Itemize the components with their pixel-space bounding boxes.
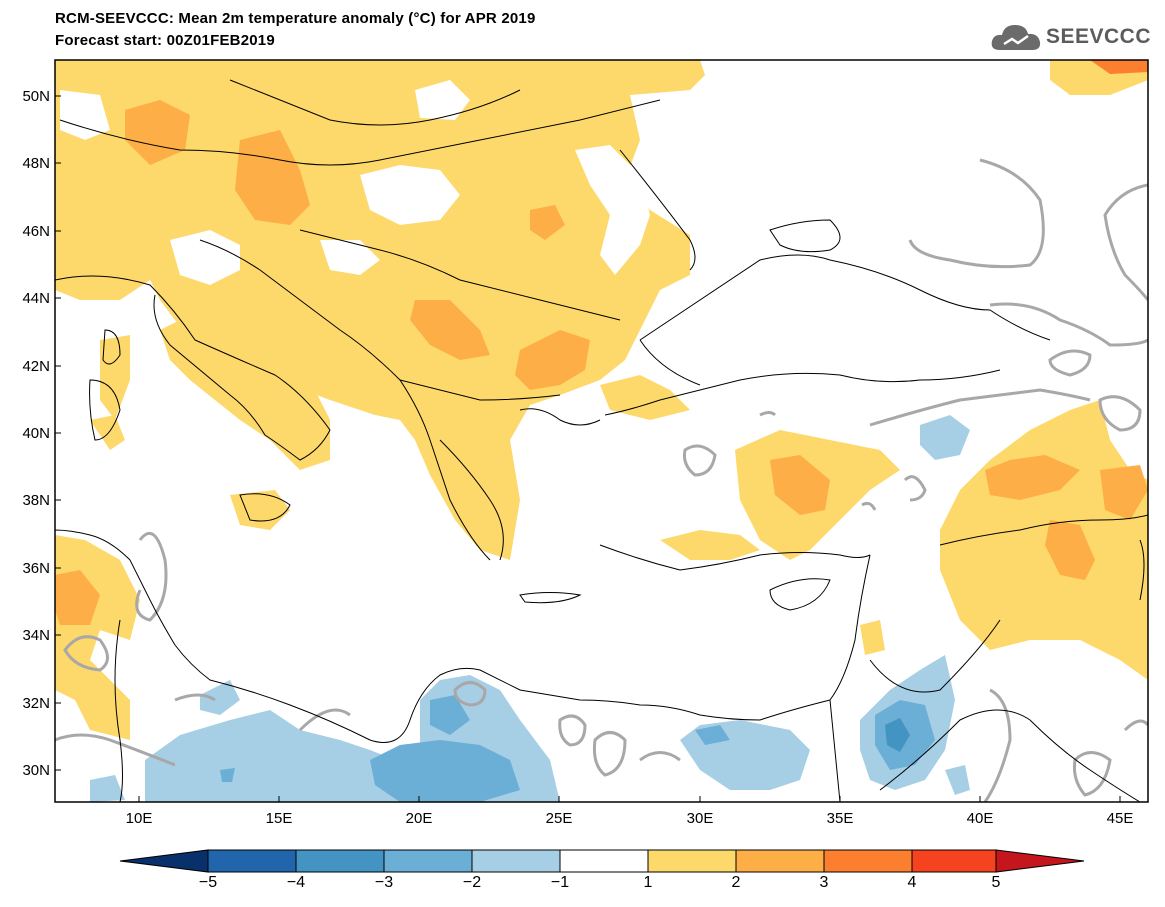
colorbar-label: −3 (374, 874, 394, 891)
lat-tick-label: 32N (22, 695, 50, 712)
cool-region-algeria (90, 775, 125, 802)
warm2-region-east-iran (1100, 465, 1148, 520)
warm-region-levant (860, 620, 885, 655)
cool-region-turkey-east (920, 415, 970, 460)
colorbar-segment (647, 849, 737, 873)
colorbar-segment (559, 849, 649, 873)
forecast-start-label: Forecast start: 00Z01FEB2019 (55, 32, 275, 49)
colorbar-segment (383, 849, 473, 873)
lon-tick-label: 10E (126, 810, 153, 827)
zero-contours (55, 158, 1148, 802)
coastlines (55, 79, 1148, 802)
lon-tick-label: 35E (827, 810, 854, 827)
warm3-region-ne (1090, 60, 1148, 74)
colorbar (119, 849, 1085, 873)
colorbar-segment (207, 849, 297, 873)
lon-tick-label: 25E (546, 810, 573, 827)
lat-axis: 50N 48N 46N 44N 42N 40N 38N 36N 34N 32N … (22, 88, 61, 779)
colorbar-label: 3 (819, 874, 829, 891)
lat-tick-label: 50N (22, 88, 50, 105)
cool-region-saudi (945, 765, 970, 795)
colorbar-label: 1 (643, 874, 653, 891)
colorbar-segment (471, 849, 561, 873)
cool2-region-libya (370, 740, 520, 802)
map-title: RCM-SEEVCCC: Mean 2m temperature anomaly… (55, 10, 536, 27)
warm2-region-tunisia (55, 570, 100, 625)
warm-region-algeria-small (90, 415, 125, 450)
warm-region-sardinia (100, 335, 130, 420)
warm2-region-serbia (410, 300, 490, 360)
lat-tick-label: 48N (22, 155, 50, 172)
warm2-region-anatolia (770, 455, 830, 515)
colorbar-label: −4 (286, 874, 306, 891)
colorbar-label: −1 (550, 874, 570, 891)
colorbar-segment (735, 849, 825, 873)
lon-tick-label: 20E (406, 810, 433, 827)
lon-tick-label: 15E (266, 810, 293, 827)
colorbar-segment (823, 849, 913, 873)
neutral-hole-ukraine (575, 145, 650, 275)
map-frame (54, 59, 1149, 803)
neutral-hole-adriatic (170, 230, 240, 285)
lat-tick-label: 40N (22, 425, 50, 442)
neutral-hole-hungary (360, 165, 460, 225)
cool2-region-egypt (695, 725, 730, 745)
colorbar-label: −5 (198, 874, 218, 891)
colorbar-label: 2 (731, 874, 741, 891)
warm2-region-iraq (1045, 520, 1095, 580)
lat-tick-label: 38N (22, 492, 50, 509)
colorbar-label: 4 (907, 874, 917, 891)
lat-tick-label: 34N (22, 627, 50, 644)
lon-tick-label: 45E (1107, 810, 1134, 827)
cool3-region-jordan (885, 718, 910, 752)
warm-region-middle-east (940, 170, 1148, 680)
warm2-region-bulgaria (515, 330, 590, 390)
neutral-hole-germany (60, 90, 110, 140)
cool2-region-cyrenaica (430, 695, 470, 735)
lon-tick-label: 30E (687, 810, 714, 827)
logo-text: SEEVCCC (1045, 25, 1151, 48)
seevccc-logo: SEEVCCC (990, 20, 1151, 54)
neutral-hole-croatia (320, 240, 380, 275)
lat-tick-label: 36N (22, 560, 50, 577)
cloud-icon (991, 25, 1041, 50)
anomaly-fields (55, 60, 1148, 802)
cool-region-tripoli (200, 680, 240, 715)
colorbar-segment (295, 849, 385, 873)
neutral-hole-poland (415, 80, 470, 120)
lat-tick-label: 30N (22, 762, 50, 779)
lat-tick-label: 44N (22, 290, 50, 307)
lon-axis: 10E 15E 20E 25E 30E 35E 40E 45E (126, 796, 1134, 827)
colorbar-segment (119, 849, 209, 873)
warm2-region-iran (985, 455, 1080, 500)
colorbar-label: −2 (462, 874, 482, 891)
warm-region-turkey (600, 375, 690, 420)
warm-region-italy (160, 310, 330, 470)
lat-tick-label: 42N (22, 358, 50, 375)
lon-tick-label: 40E (967, 810, 994, 827)
cool2-region-libya-west (220, 768, 235, 782)
warm2-region-austria (235, 130, 310, 225)
warm-region-south-coast (660, 530, 760, 560)
colorbar-label: 5 (991, 874, 1001, 891)
warm2-region-romania (530, 205, 565, 240)
warm-region-sicily (230, 490, 290, 530)
warm-region-europe (55, 60, 705, 560)
colorbar-segment (995, 849, 1085, 873)
lat-tick-label: 46N (22, 223, 50, 240)
colorbar-segment (911, 849, 997, 873)
